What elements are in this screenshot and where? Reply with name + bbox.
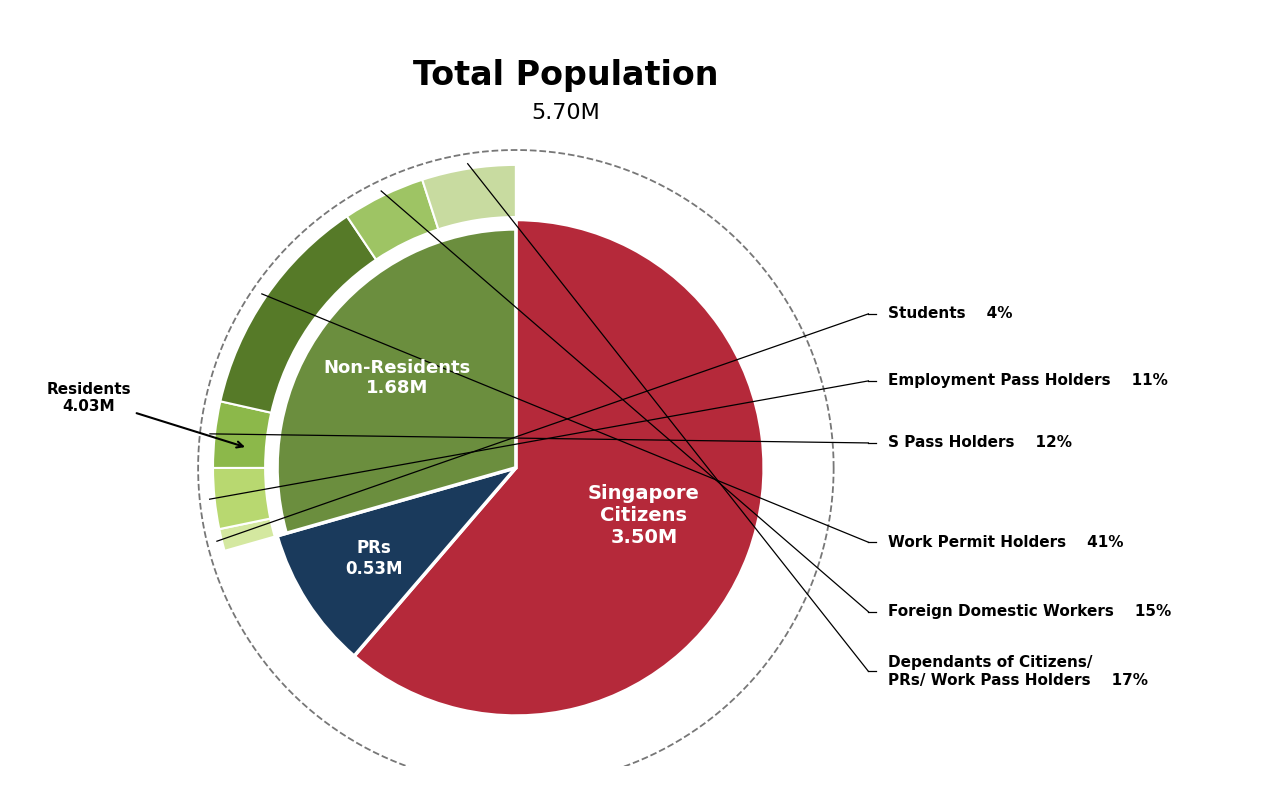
Wedge shape [278,467,516,656]
Text: Students    4%: Students 4% [888,306,1012,321]
Wedge shape [212,401,271,468]
Text: Residents
4.03M: Residents 4.03M [46,382,243,447]
Text: PRs
0.53M: PRs 0.53M [344,539,402,578]
Text: 5.70M: 5.70M [531,103,600,123]
Text: Singapore
Citizens
3.50M: Singapore Citizens 3.50M [588,483,700,547]
Wedge shape [422,165,516,229]
Text: S Pass Holders    12%: S Pass Holders 12% [888,435,1073,451]
Wedge shape [264,216,516,537]
Text: Total Population: Total Population [412,59,718,92]
Wedge shape [347,180,438,260]
Wedge shape [212,468,270,529]
Text: Non-Residents
1.68M: Non-Residents 1.68M [324,359,471,397]
Text: Dependants of Citizens/
PRs/ Work Pass Holders    17%: Dependants of Citizens/ PRs/ Work Pass H… [888,655,1148,688]
Text: Work Permit Holders    41%: Work Permit Holders 41% [888,535,1124,550]
Text: Foreign Domestic Workers    15%: Foreign Domestic Workers 15% [888,604,1171,619]
Wedge shape [355,220,764,716]
Wedge shape [219,519,275,551]
Text: Employment Pass Holders    11%: Employment Pass Holders 11% [888,373,1169,388]
Wedge shape [268,220,516,536]
Wedge shape [220,217,376,413]
